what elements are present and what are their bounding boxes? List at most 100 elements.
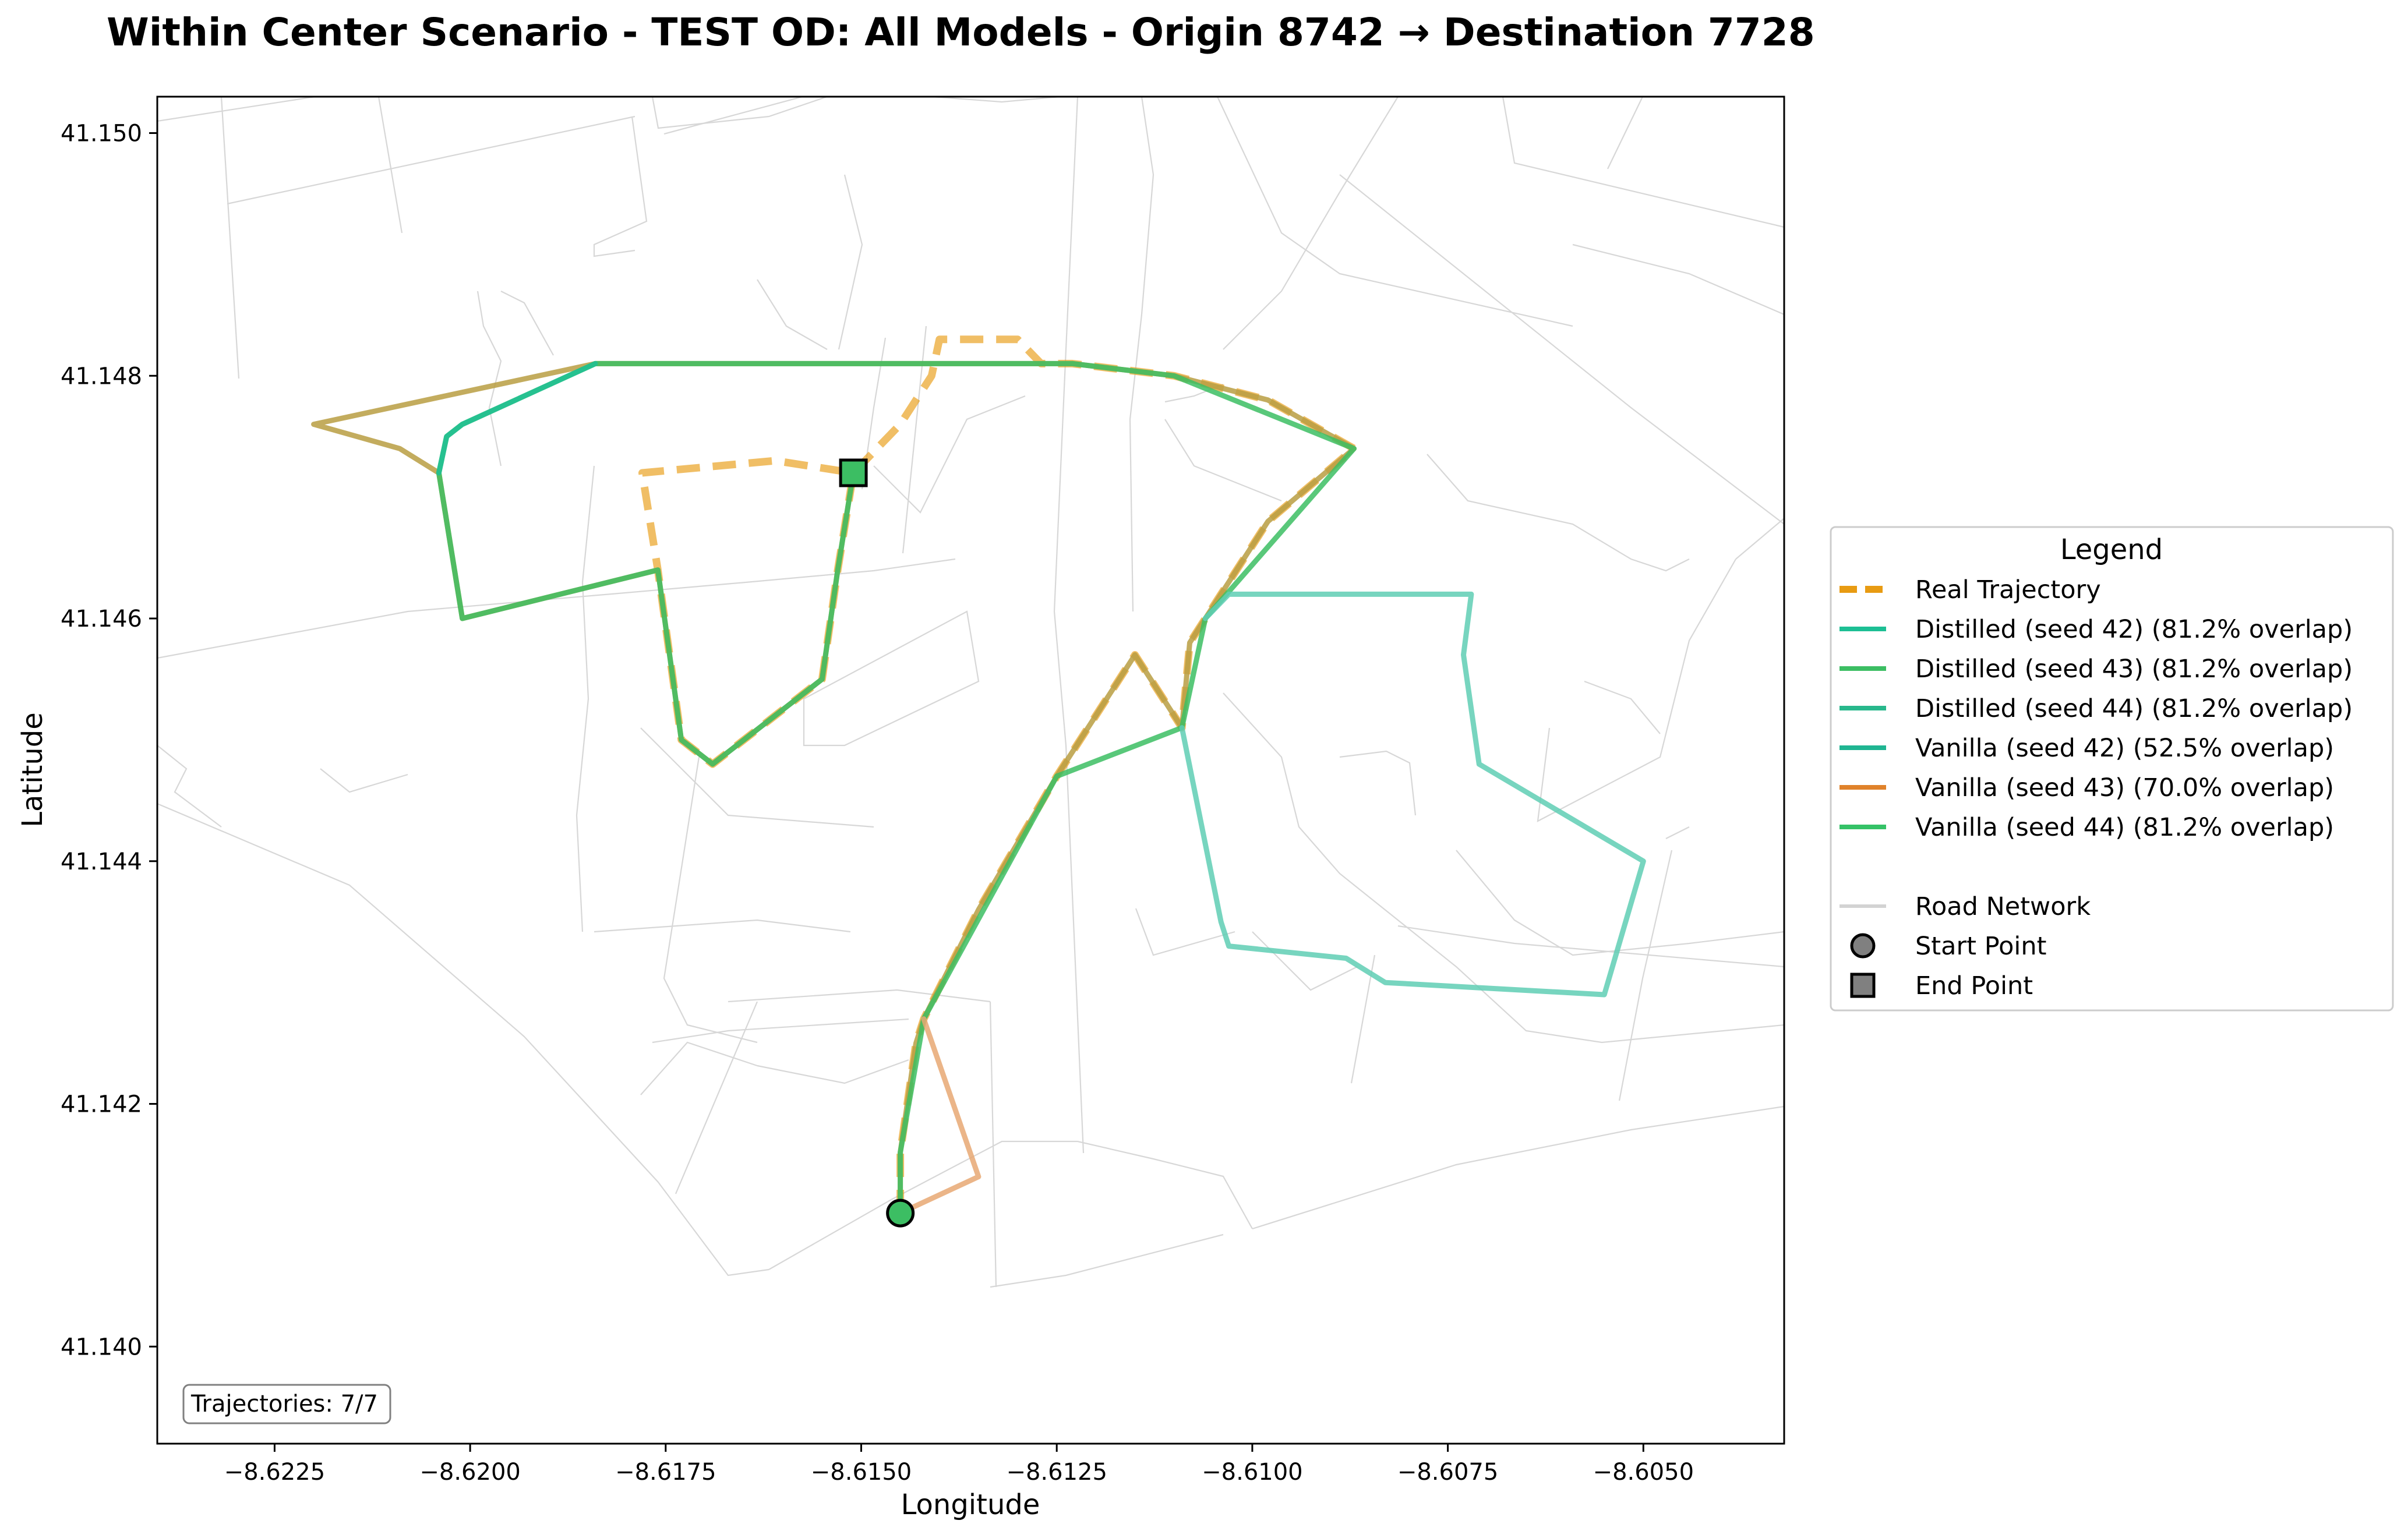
circle-marker-icon <box>1850 933 1876 959</box>
road <box>1339 174 1784 525</box>
trajectory-count-annotation: Trajectories: 7/7 <box>182 1384 391 1424</box>
road <box>1502 97 1784 228</box>
trajectory-line <box>436 360 598 476</box>
road <box>873 395 1026 514</box>
legend-label: Distilled (seed 42) (81.2% overlap) <box>1915 615 2353 644</box>
road <box>1164 419 1282 502</box>
road <box>1735 518 1784 560</box>
road <box>1665 826 1690 839</box>
legend-entry: Real Trajectory <box>1839 575 2101 604</box>
x-tick-label: −8.6225 <box>224 1459 325 1486</box>
y-tick-label: 41.148 <box>61 363 142 390</box>
road <box>611 558 956 595</box>
road <box>320 768 408 793</box>
y-axis-label: Latitude <box>16 712 49 828</box>
road <box>1456 850 1784 956</box>
chart-title: Within Center Scenario - TEST OD: All Mo… <box>107 10 1815 55</box>
road <box>640 1041 758 1095</box>
road <box>1252 931 1358 991</box>
road <box>651 97 828 129</box>
legend-label: Real Trajectory <box>1915 575 2101 604</box>
road <box>1135 908 1235 956</box>
road <box>1584 680 1661 734</box>
square-marker-icon <box>1850 973 1876 998</box>
road <box>803 610 980 747</box>
road <box>990 1233 1224 1288</box>
start-point-marker <box>886 1198 915 1228</box>
road-network <box>157 97 1784 1288</box>
trajectory-layer <box>311 335 1646 1216</box>
road <box>652 1018 909 1044</box>
road <box>1053 97 1085 1154</box>
road <box>838 174 863 350</box>
legend: Legend Real Trajectory Distilled (seed 42… <box>1830 526 2394 1012</box>
road <box>1397 925 1784 968</box>
road <box>757 279 828 350</box>
x-tick-label: −8.6050 <box>1593 1459 1694 1486</box>
end-point-marker <box>839 458 868 487</box>
road <box>220 97 240 379</box>
road <box>931 97 1061 103</box>
legend-box <box>1830 526 2394 1012</box>
legend-label: Vanilla (seed 44) (81.2% overlap) <box>1915 813 2334 842</box>
road <box>1607 97 1643 169</box>
x-axis-label: Longitude <box>901 1488 1040 1521</box>
x-axis: −8.6225 −8.6200 −8.6175 −8.6150 −8.6125 −8.61… <box>224 1444 1694 1486</box>
annotation-text: Trajectories: 7/7 <box>190 1391 378 1417</box>
road <box>640 727 874 828</box>
x-tick-label: −8.6100 <box>1202 1459 1302 1486</box>
road <box>476 291 502 466</box>
legend-entry: Distilled (seed 42) (81.2% overlap) <box>1839 615 2353 644</box>
road <box>757 1059 909 1084</box>
road <box>1572 243 1784 316</box>
road <box>1252 1105 1784 1230</box>
legend-label: Vanilla (seed 43) (70.0% overlap) <box>1915 773 2334 802</box>
plot-frame <box>156 96 1785 1445</box>
plot-area <box>157 97 1784 1444</box>
road <box>1223 692 1784 1044</box>
road <box>1223 97 1399 350</box>
road <box>500 291 554 356</box>
legend-label: Distilled (seed 43) (81.2% overlap) <box>1915 655 2353 684</box>
road <box>989 1001 997 1288</box>
road <box>1129 97 1154 612</box>
road <box>593 116 648 257</box>
road <box>675 1001 758 1194</box>
legend-label: Road Network <box>1915 892 2091 921</box>
x-tick-label: −8.6075 <box>1397 1459 1498 1486</box>
road <box>1427 454 1690 572</box>
y-tick-label: 41.150 <box>61 121 142 147</box>
annotation-box <box>182 1384 391 1424</box>
road <box>768 1140 1253 1270</box>
legend-title: Legend <box>2060 533 2163 566</box>
road <box>157 802 769 1277</box>
legend-entry: Start Point <box>1850 932 2046 961</box>
x-tick-label: −8.6175 <box>615 1459 716 1486</box>
y-axis: 41.140 41.142 41.144 41.146 41.148 41.150 <box>61 121 157 1360</box>
legend-entry: Vanilla (seed 43) (70.0% overlap) <box>1839 773 2334 802</box>
road <box>728 989 991 1003</box>
legend-label: End Point <box>1915 971 2033 1000</box>
y-tick-label: 41.142 <box>61 1091 142 1118</box>
trajectory-line <box>1179 591 1646 998</box>
x-tick-label: −8.6150 <box>811 1459 912 1486</box>
legend-entry: Distilled (seed 43) (81.2% overlap) <box>1839 655 2353 684</box>
legend-label: Vanilla (seed 42) (52.5% overlap) <box>1915 734 2334 763</box>
road <box>377 97 403 234</box>
road <box>157 97 320 122</box>
road <box>575 465 595 932</box>
legend-entry: Vanilla (seed 44) (81.2% overlap) <box>1839 813 2334 842</box>
road <box>663 756 758 1044</box>
road <box>663 97 805 135</box>
road <box>1217 97 1573 327</box>
road <box>1537 558 1736 822</box>
legend-entry: End Point <box>1850 971 2033 1000</box>
legend-entry: Road Network <box>1839 892 2091 921</box>
legend-entry: Distilled (seed 44) (81.2% overlap) <box>1839 694 2353 723</box>
road <box>1618 850 1673 1101</box>
legend-entry: Vanilla (seed 42) (52.5% overlap) <box>1839 734 2334 763</box>
road <box>227 115 635 205</box>
y-tick-label: 41.140 <box>61 1334 142 1360</box>
road <box>1339 750 1417 816</box>
